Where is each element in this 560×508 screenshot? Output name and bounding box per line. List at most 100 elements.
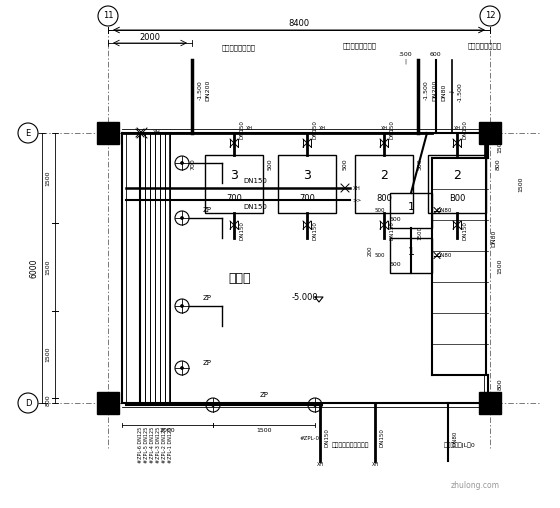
Text: 800: 800: [496, 158, 501, 170]
Circle shape: [180, 216, 184, 219]
Text: 2000: 2000: [160, 429, 175, 433]
Text: XH: XH: [380, 125, 388, 131]
Text: ZP: ZP: [203, 360, 212, 366]
Text: 8400: 8400: [288, 19, 310, 28]
Text: B00: B00: [449, 194, 465, 203]
Bar: [390, 238, 432, 273]
Circle shape: [180, 366, 184, 369]
Bar: [479, 392, 501, 414]
Text: >>: >>: [352, 198, 362, 203]
Text: -1.500: -1.500: [458, 82, 463, 102]
Text: DN150: DN150: [463, 120, 468, 139]
Text: E: E: [25, 129, 31, 138]
Text: #ZPL-2 DN125: #ZPL-2 DN125: [161, 427, 166, 463]
Text: DN150: DN150: [312, 221, 318, 240]
Text: #ZPL-3 DN125: #ZPL-3 DN125: [156, 427, 161, 463]
Text: |: |: [404, 58, 406, 64]
Text: -1.500: -1.500: [198, 80, 203, 100]
Text: 水泵房: 水泵房: [228, 271, 251, 284]
Text: 3: 3: [303, 169, 311, 182]
Text: 500: 500: [389, 217, 401, 222]
Text: 6000: 6000: [30, 258, 39, 278]
Text: D: D: [25, 398, 31, 407]
Text: 500: 500: [389, 262, 401, 267]
Bar: [390, 193, 432, 228]
Text: XH: XH: [371, 462, 379, 467]
Text: XH: XH: [353, 185, 361, 190]
Text: DN150: DN150: [243, 204, 267, 210]
Text: 500: 500: [418, 158, 423, 170]
Text: 500: 500: [343, 158, 348, 170]
Circle shape: [480, 6, 500, 26]
Text: DN80: DN80: [492, 229, 497, 247]
Text: 1500: 1500: [45, 259, 50, 275]
Text: ZP: ZP: [259, 392, 268, 398]
Text: #ZPL-1 DN125: #ZPL-1 DN125: [167, 427, 172, 463]
Text: 500: 500: [268, 158, 273, 170]
Text: #ZPL-6 DN125: #ZPL-6 DN125: [138, 427, 142, 463]
Circle shape: [18, 393, 38, 413]
Text: 500: 500: [375, 208, 385, 213]
Text: 接室外消防贮水池: 接室外消防贮水池: [343, 43, 377, 49]
Text: 2: 2: [453, 169, 461, 182]
Text: DN150: DN150: [240, 120, 245, 139]
Text: 1500: 1500: [45, 170, 50, 186]
Text: DN150: DN150: [463, 221, 468, 240]
Text: 3: 3: [230, 169, 238, 182]
Text: DN80: DN80: [441, 83, 446, 101]
Bar: [428, 155, 486, 213]
Text: -1.500: -1.500: [423, 80, 428, 100]
Text: 11: 11: [102, 12, 113, 20]
Text: 2: 2: [380, 169, 388, 182]
Bar: [97, 122, 119, 144]
Text: DN80: DN80: [436, 208, 452, 213]
Text: DN150: DN150: [240, 221, 245, 240]
Text: DN200: DN200: [432, 79, 437, 101]
Bar: [479, 122, 501, 144]
Circle shape: [18, 123, 38, 143]
Text: -5.000: -5.000: [292, 294, 318, 302]
Text: 700: 700: [226, 194, 242, 203]
Circle shape: [314, 403, 316, 406]
Text: 楼室内消火栓给水干管: 楼室内消火栓给水干管: [332, 442, 368, 448]
Text: 800: 800: [45, 395, 50, 406]
Text: DN200: DN200: [206, 79, 211, 101]
Circle shape: [180, 304, 184, 307]
Text: 1: 1: [408, 202, 414, 212]
Text: 接室外消防贮水池: 接室外消防贮水池: [222, 45, 256, 51]
Text: 1500: 1500: [497, 138, 502, 153]
Text: #ZPL-4 DN125: #ZPL-4 DN125: [150, 427, 155, 463]
Text: 1500: 1500: [519, 176, 524, 192]
Text: J: J: [450, 91, 455, 93]
Bar: [278, 155, 336, 213]
Text: 800: 800: [497, 378, 502, 390]
Text: XH: XH: [454, 125, 460, 131]
Text: DN80: DN80: [436, 253, 452, 258]
Text: 接给水立管JL－0: 接给水立管JL－0: [444, 442, 476, 448]
Text: 1500: 1500: [418, 226, 422, 240]
Text: 600: 600: [429, 52, 441, 57]
Text: 接室外生活贮水池: 接室外生活贮水池: [468, 43, 502, 49]
Text: 2000: 2000: [139, 33, 161, 42]
Bar: [355, 155, 413, 213]
Text: XH: XH: [245, 125, 253, 131]
Text: 1500: 1500: [256, 429, 272, 433]
Text: XH: XH: [316, 462, 324, 467]
Text: 1500: 1500: [497, 259, 502, 274]
Text: DN150: DN150: [324, 429, 329, 448]
Text: #ZPL-0: #ZPL-0: [300, 435, 320, 440]
Circle shape: [98, 6, 118, 26]
Text: XH: XH: [153, 131, 161, 136]
Text: 1: 1: [408, 247, 414, 257]
Text: zhulong.com: zhulong.com: [450, 482, 500, 491]
Bar: [97, 392, 119, 414]
Text: DN150: DN150: [380, 429, 385, 448]
Text: #ZPL-5 DN125: #ZPL-5 DN125: [143, 427, 148, 463]
Text: 500: 500: [375, 253, 385, 258]
Text: ZP: ZP: [203, 207, 212, 213]
Text: 12: 12: [485, 12, 495, 20]
Text: 700: 700: [190, 158, 195, 170]
Text: DN150: DN150: [312, 120, 318, 139]
Text: DN150: DN150: [390, 221, 394, 240]
Text: 800: 800: [376, 194, 392, 203]
